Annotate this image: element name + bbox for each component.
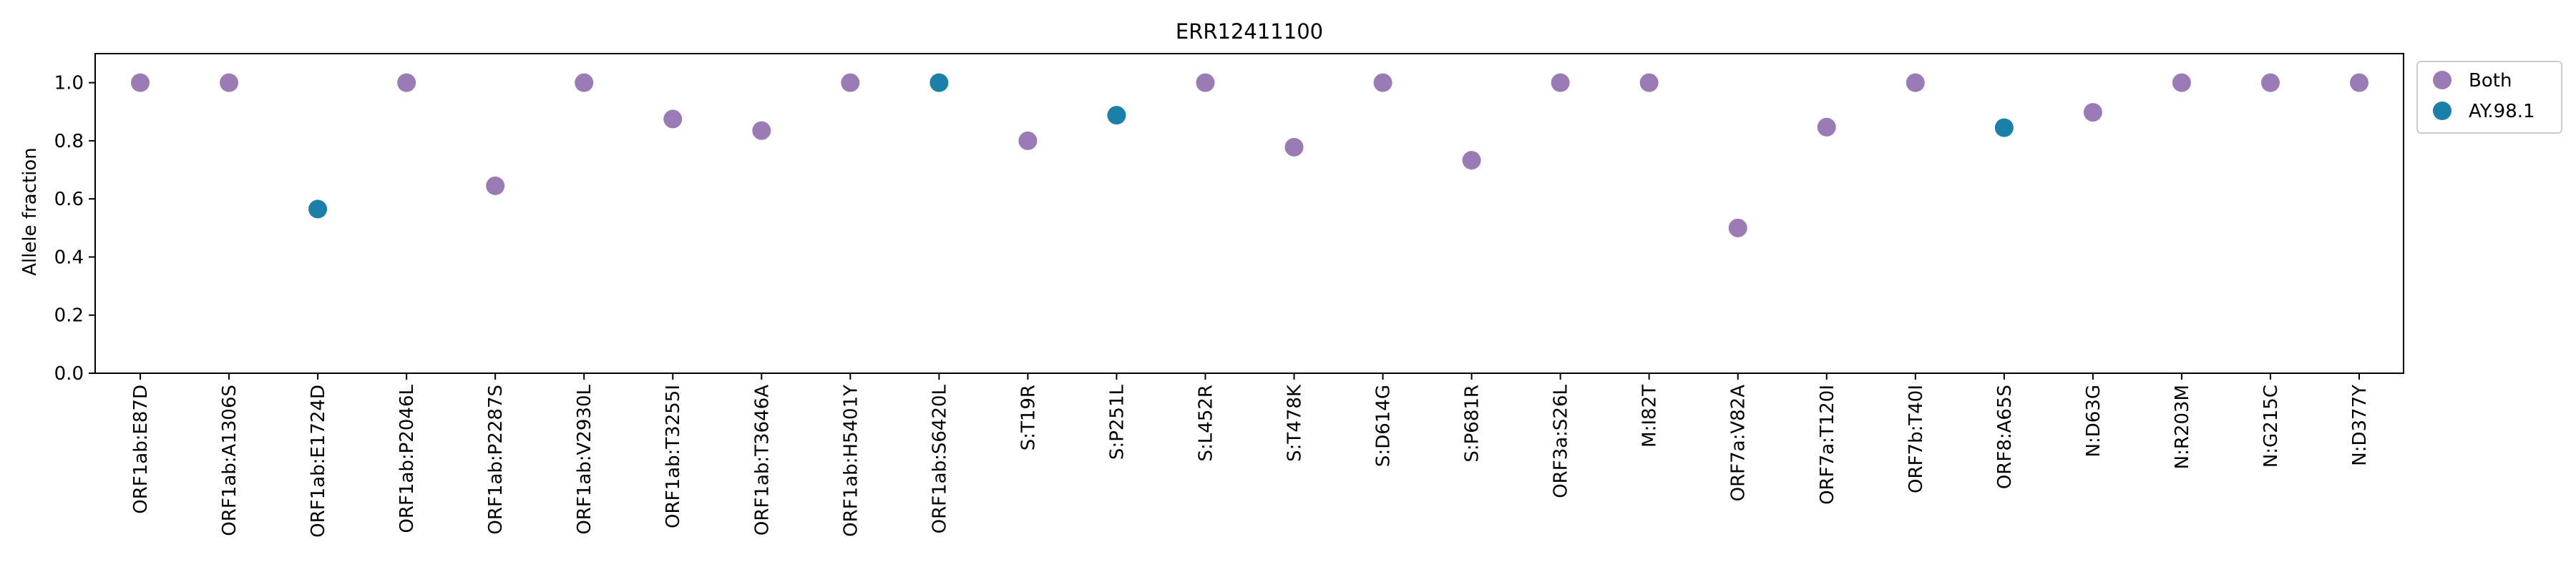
x-tick-label: ORF1ab:T3255I	[663, 385, 684, 528]
data-point	[930, 73, 949, 92]
plot-frame	[94, 53, 2404, 374]
data-point	[575, 73, 594, 92]
y-tick-label: 0.6	[54, 189, 84, 210]
x-tick-label: ORF1ab:H5401Y	[840, 385, 862, 537]
data-point	[1018, 131, 1038, 150]
data-point	[2350, 73, 2368, 92]
data-point	[1284, 137, 1304, 157]
data-point	[308, 199, 328, 219]
data-point	[1639, 73, 1659, 92]
x-tick-label: S:T478K	[1284, 384, 1306, 462]
x-tick-label: ORF1ab:P2046L	[396, 384, 418, 533]
legend-marker	[2433, 71, 2451, 89]
x-tick-label: ORF1ab:T3646A	[751, 385, 773, 536]
x-tick-label: ORF8:A65S	[1994, 385, 2016, 489]
x-tick-label: ORF1ab:E1724D	[308, 385, 329, 538]
data-point	[752, 121, 771, 140]
legend-label: AY.98.1	[2469, 101, 2535, 122]
data-point	[397, 73, 416, 92]
y-tick-label: 0.8	[54, 131, 84, 152]
legend-label: Both	[2469, 70, 2512, 92]
data-point	[2083, 103, 2102, 122]
legend: Both AY.98.1	[2416, 61, 2562, 134]
data-point	[1906, 73, 1925, 92]
y-axis-label: Allele fraction	[19, 147, 41, 276]
x-tick-label: ORF1ab:P2287S	[485, 385, 507, 535]
y-tick-label: 0.2	[54, 305, 84, 327]
x-tick-label: N:G215C	[2260, 385, 2282, 468]
x-tick-label: S:P251L	[1106, 384, 1128, 460]
data-point	[663, 109, 683, 129]
legend-marker	[2433, 102, 2451, 120]
x-tick-label: N:D377Y	[2349, 385, 2371, 466]
x-tick-label: ORF7a:V82A	[1728, 385, 1750, 502]
x-tick-label: N:R203M	[2172, 385, 2193, 469]
x-tick-label: ORF7b:T40I	[1906, 385, 1927, 493]
data-point	[1994, 118, 2014, 137]
y-tick-label: 0.4	[54, 247, 84, 268]
x-tick-label: N:D63G	[2083, 385, 2104, 457]
x-tick-label: S:T19R	[1018, 385, 1039, 450]
data-point	[1196, 73, 1215, 92]
x-tick-label: S:D614G	[1373, 385, 1395, 467]
x-tick-label: S:L452R	[1195, 385, 1216, 461]
x-tick-label: ORF1ab:S6420L	[929, 384, 950, 533]
x-tick-label: S:P681R	[1462, 385, 1483, 463]
data-point	[2172, 73, 2191, 92]
data-point	[1817, 117, 1836, 137]
data-point	[1373, 73, 1392, 92]
data-point	[1728, 218, 1747, 237]
x-tick-label: ORF3a:S26L	[1551, 384, 1572, 498]
data-point	[131, 73, 150, 92]
x-tick-label: ORF1ab:V2930L	[574, 384, 595, 534]
data-point	[486, 176, 505, 195]
y-tick-label: 1.0	[54, 73, 84, 94]
x-tick-label: ORF1ab:E87D	[130, 385, 152, 514]
y-tick-label: 0.0	[54, 363, 84, 385]
plot-area: 0.0 0.2 0.4 0.6 0.8 1.0 ORF1ab:E87D ORF1ab:A130…	[54, 73, 2371, 538]
legend-box	[2416, 61, 2562, 134]
x-tick-label: M:I82T	[1639, 385, 1661, 448]
data-point	[841, 73, 860, 92]
data-point	[2260, 73, 2280, 92]
x-tick-label: ORF7a:T120I	[1817, 385, 1838, 505]
data-point	[220, 73, 239, 92]
x-tick-label: ORF1ab:A1306S	[219, 385, 240, 536]
data-point	[1462, 151, 1481, 170]
data-point	[1107, 106, 1126, 125]
chart-title: ERR12411100	[1176, 19, 1323, 44]
data-point	[1551, 73, 1570, 92]
